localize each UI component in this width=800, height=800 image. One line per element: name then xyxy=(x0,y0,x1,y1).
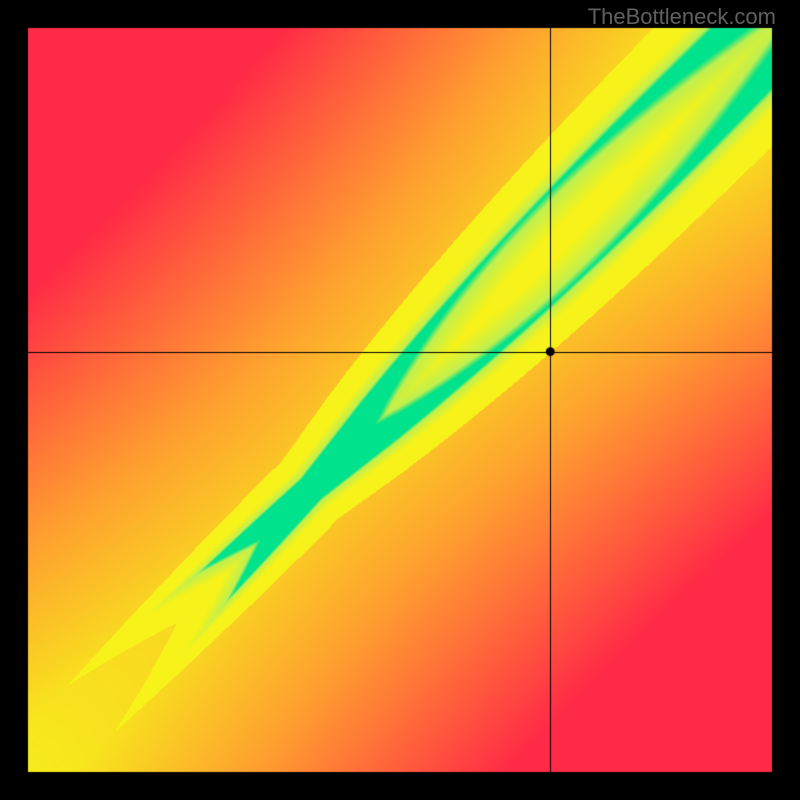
chart-container: TheBottleneck.com xyxy=(0,0,800,800)
watermark-text: TheBottleneck.com xyxy=(588,4,776,30)
heatmap-canvas xyxy=(0,0,800,800)
